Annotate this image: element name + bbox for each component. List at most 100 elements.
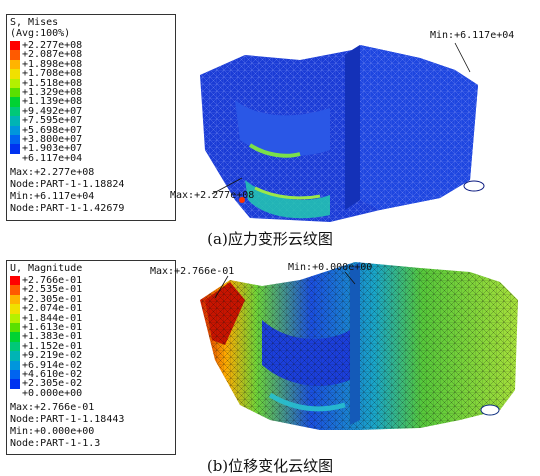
scale-swatch: [10, 285, 20, 296]
scale-value: +1.844e-01: [22, 312, 83, 324]
scale-row: +1.329e+08: [10, 86, 172, 98]
scale-value: +2.305e-02: [22, 378, 83, 390]
scale-value: +1.903e+07: [22, 143, 83, 155]
scale-value: +1.329e+08: [22, 86, 83, 98]
scale-row: +2.766e-01: [10, 275, 172, 286]
legend-max-b: Max:+2.766e-01: [10, 402, 95, 414]
scale-row: +3.800e+07: [10, 133, 172, 145]
scale-value: +1.898e+08: [22, 58, 83, 70]
scale-swatch: [10, 341, 20, 352]
scale-swatch: [10, 97, 20, 108]
scale-row: +2.305e-02: [10, 378, 172, 390]
scale-row: +2.277e+08: [10, 40, 172, 51]
scale-value: +2.766e-01: [22, 275, 83, 286]
scale-value: +1.383e-01: [22, 331, 83, 343]
scale-value: +1.613e-01: [22, 321, 83, 333]
scale-row: +6.914e-02: [10, 359, 172, 371]
scale-swatch: [10, 294, 20, 305]
scale-row: +1.139e+08: [10, 96, 172, 108]
scale-swatch: [10, 106, 20, 117]
scale-value: +9.492e+07: [22, 105, 83, 117]
scale-row: +2.305e-01: [10, 293, 172, 305]
scale-row: +1.152e-01: [10, 340, 172, 352]
scale-swatch: [10, 332, 20, 343]
annotation-min-a: Min:+6.117e+04: [430, 30, 515, 41]
scale-row: +1.613e-01: [10, 321, 172, 333]
scale-value: +1.518e+08: [22, 77, 83, 89]
legend-max: Max:+2.277e+08: [10, 167, 95, 179]
scale-value: +0.000e+00: [22, 387, 83, 399]
scale-swatch: [10, 69, 20, 80]
scale-value: +1.708e+08: [22, 68, 83, 80]
annotation-max-a: Max:+2.277e+08: [170, 190, 255, 201]
scale-value: +4.610e-02: [22, 368, 83, 380]
legend-displacement: U, Magnitude +2.766e-01 +2.535e-01 +2.305e…: [6, 260, 176, 455]
caption-a: (a)应力变形云纹图: [207, 230, 333, 248]
scale-row: +1.898e+08: [10, 58, 172, 70]
scale-row: +7.595e+07: [10, 115, 172, 127]
scale-row: +1.383e-01: [10, 331, 172, 343]
scale-value: +2.277e+08: [22, 40, 83, 51]
legend-max-node: Node:PART-1-1.18824: [10, 179, 125, 191]
scale-value: +1.152e-01: [22, 340, 83, 352]
legend-min: Min:+6.117e+04: [10, 191, 95, 203]
scale-swatch: [10, 50, 20, 61]
scale-row: +5.698e+07: [10, 124, 172, 136]
scale-swatch: [10, 134, 20, 145]
scale-row: +9.219e-02: [10, 350, 172, 362]
scale-value: +2.087e+08: [22, 49, 83, 61]
legend-stress: S, Mises (Avg:100%) +2.277e+08 +2.087e+08…: [6, 14, 176, 221]
annotation-max-b: Max:+2.766e-01: [150, 266, 235, 277]
scale-row: +4.610e-02: [10, 368, 172, 380]
scale-value: +3.800e+07: [22, 133, 83, 145]
scale-value: +2.305e-01: [22, 293, 83, 305]
scale-value: +6.117e+04: [22, 152, 83, 164]
scale-row: +1.844e-01: [10, 312, 172, 324]
scale-row: +1.708e+08: [10, 68, 172, 80]
color-scale-b: +2.766e-01 +2.535e-01 +2.305e-01 +2.074e-01…: [10, 275, 172, 399]
scale-swatch: [10, 125, 20, 136]
scale-row: +2.535e-01: [10, 284, 172, 296]
scale-row: +0.000e+00: [10, 387, 172, 399]
scale-row: +2.087e+08: [10, 49, 172, 61]
legend-title: S, Mises: [10, 17, 59, 28]
annotation-min-b: Min:+0.000e+00: [288, 262, 373, 273]
scale-swatch: [10, 351, 20, 362]
scale-swatch: [10, 379, 20, 390]
scale-value: +5.698e+07: [22, 124, 83, 136]
scale-swatch: [10, 144, 20, 155]
legend-max-node-b: Node:PART-1-1.18443: [10, 414, 125, 426]
scale-value: +2.074e-01: [22, 303, 83, 315]
scale-swatch: [10, 41, 20, 51]
scale-row: +1.518e+08: [10, 77, 172, 89]
scale-value: +7.595e+07: [22, 115, 83, 127]
scale-row: +2.074e-01: [10, 303, 172, 315]
legend-min-node-b: Node:PART-1-1.3: [10, 438, 101, 450]
legend-min-node: Node:PART-1-1.42679: [10, 203, 125, 215]
stress-mesh-body: [200, 45, 485, 222]
scale-swatch: [10, 276, 20, 286]
scale-swatch: [10, 360, 20, 371]
scale-row: +6.117e+04: [10, 152, 172, 164]
min-leader-line-a: [454, 42, 471, 73]
scale-value: +1.139e+08: [22, 96, 83, 108]
scale-value: +9.219e-02: [22, 350, 83, 362]
scale-swatch: [10, 78, 20, 89]
min-leader-line-b: [344, 271, 356, 285]
scale-swatch: [10, 59, 20, 70]
color-scale: +2.277e+08 +2.087e+08 +1.898e+08 +1.708e+08…: [10, 40, 172, 164]
scale-row: +9.492e+07: [10, 105, 172, 117]
legend-min-b: Min:+0.000e+00: [10, 426, 95, 438]
caption-b: (b)位移变化云纹图: [206, 457, 334, 475]
scale-swatch: [10, 304, 20, 315]
scale-swatch: [10, 369, 20, 380]
legend-info: Max:+2.277e+08 Node:PART-1-1.18824 Min:+6.…: [10, 167, 172, 215]
displacement-mesh-body: [200, 262, 518, 430]
scale-swatch: [10, 116, 20, 127]
scale-value: +6.914e-02: [22, 359, 83, 371]
scale-value: +2.535e-01: [22, 284, 83, 296]
scale-swatch: [10, 322, 20, 333]
legend-info-b: Max:+2.766e-01 Node:PART-1-1.18443 Min:+0.…: [10, 402, 172, 450]
scale-row: +1.903e+07: [10, 143, 172, 155]
